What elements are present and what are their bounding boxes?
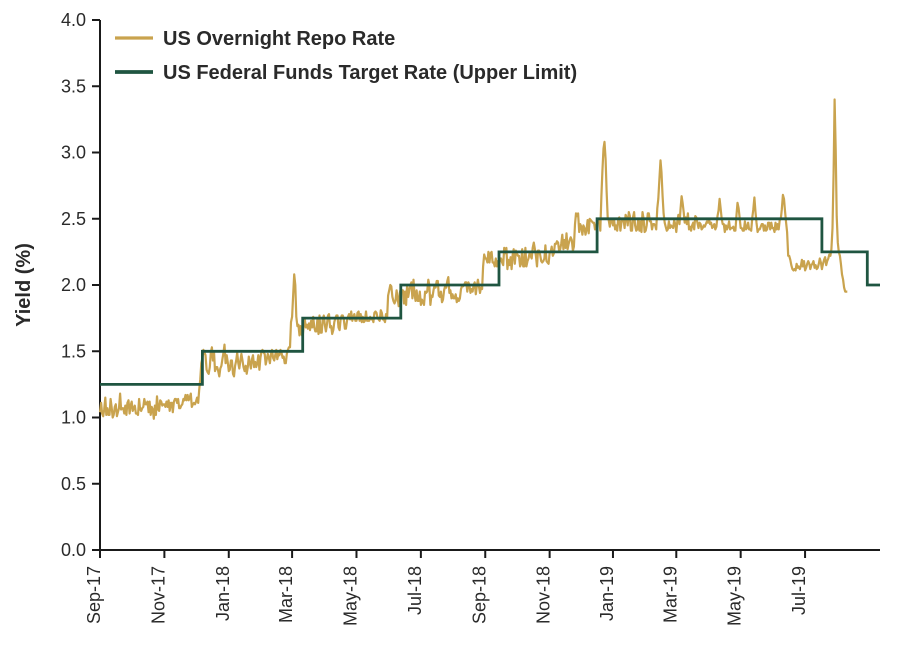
y-axis-label: Yield (%): [13, 243, 35, 327]
x-tick-label: Jul-19: [789, 566, 809, 615]
y-tick-label: 3.5: [61, 76, 86, 96]
y-tick-label: 0.0: [61, 540, 86, 560]
x-tick-label: Jan-18: [213, 566, 233, 621]
y-tick-label: 1.0: [61, 408, 86, 428]
y-tick-label: 1.5: [61, 341, 86, 361]
x-tick-label: Mar-19: [660, 566, 680, 623]
y-tick-label: 2.5: [61, 209, 86, 229]
y-tick-label: 0.5: [61, 474, 86, 494]
legend-label: US Overnight Repo Rate: [163, 28, 395, 50]
x-tick-label: May-19: [725, 566, 745, 626]
chart-svg: 0.0 0.5 1.0 1.5 2.0 2.5 3.0 3.5 4.0 Yield (%) Sep-…: [0, 0, 900, 654]
x-tick-label: Mar-18: [276, 566, 296, 623]
x-tick-label: Jan-19: [597, 566, 617, 621]
y-tick-label: 3.0: [61, 143, 86, 163]
legend-label: US Federal Funds Target Rate (Upper Limi…: [163, 62, 577, 84]
x-tick-label: Nov-17: [148, 566, 168, 624]
x-tick-label: Jul-18: [405, 566, 425, 615]
x-tick-label: Sep-17: [84, 566, 104, 624]
x-tick-label: Sep-18: [469, 566, 489, 624]
y-tick-label: 4.0: [61, 10, 86, 30]
y-tick-label: 2.0: [61, 275, 86, 295]
rates-chart: 0.0 0.5 1.0 1.5 2.0 2.5 3.0 3.5 4.0 Yield (%) Sep-…: [0, 0, 900, 654]
x-tick-label: Nov-18: [534, 566, 554, 624]
x-tick-label: May-18: [340, 566, 360, 626]
